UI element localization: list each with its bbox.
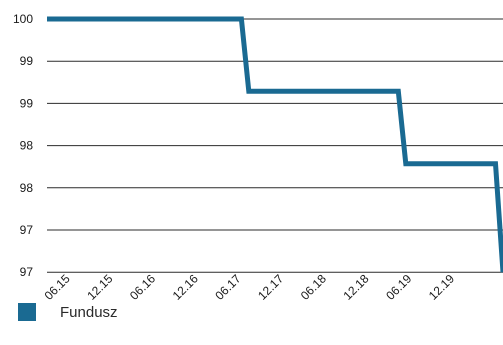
y-tick-label: 98 bbox=[20, 139, 34, 153]
x-tick-label: 12.16 bbox=[170, 271, 201, 300]
x-tick-label: 12.15 bbox=[84, 271, 115, 300]
y-tick-label: 99 bbox=[20, 96, 34, 110]
legend-swatch-fundusz bbox=[18, 303, 36, 321]
y-tick-label: 97 bbox=[20, 223, 34, 237]
x-tick-label: 06.18 bbox=[298, 271, 329, 300]
x-tick-label: 12.18 bbox=[341, 271, 372, 300]
x-tick-label: 06.15 bbox=[42, 271, 73, 300]
legend-label-fundusz: Fundusz bbox=[60, 303, 118, 321]
y-tick-label: 100 bbox=[13, 12, 33, 26]
x-tick-label: 06.16 bbox=[127, 271, 158, 300]
y-tick-label: 97 bbox=[20, 265, 34, 279]
series-lines bbox=[47, 16, 503, 273]
legend: Fundusz bbox=[18, 303, 118, 321]
x-tick-label: 06.19 bbox=[383, 271, 414, 300]
grid-lines bbox=[47, 18, 503, 273]
y-axis-ticks: 100 99 99 98 98 97 97 bbox=[13, 12, 33, 279]
x-tick-label: 06.17 bbox=[212, 271, 243, 300]
x-tick-label: 12.19 bbox=[426, 271, 457, 300]
y-tick-label: 98 bbox=[20, 181, 34, 195]
y-tick-label: 99 bbox=[20, 54, 34, 68]
x-axis-ticks: 06.15 12.15 06.16 12.16 06.17 12.17 06.18 12.18… bbox=[42, 271, 458, 300]
series-line-fundusz bbox=[47, 16, 503, 273]
x-tick-label: 12.17 bbox=[255, 271, 286, 300]
